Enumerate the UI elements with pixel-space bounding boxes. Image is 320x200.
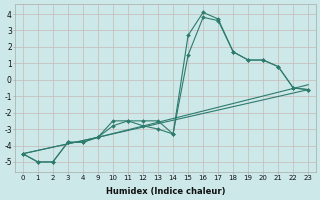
X-axis label: Humidex (Indice chaleur): Humidex (Indice chaleur)	[106, 187, 225, 196]
